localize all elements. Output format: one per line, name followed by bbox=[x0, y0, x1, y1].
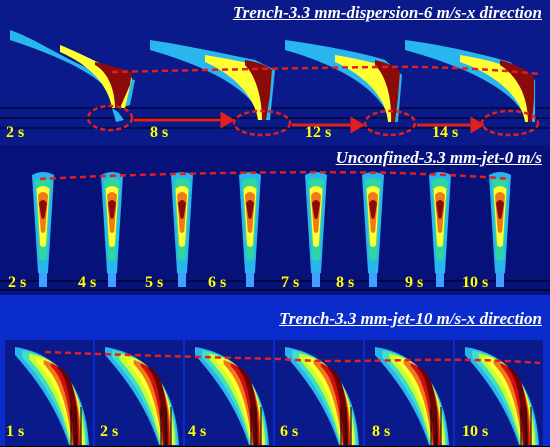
time-label: 2 s bbox=[8, 274, 27, 291]
time-label: 14 s bbox=[432, 124, 459, 141]
time-label: 6 s bbox=[280, 423, 299, 440]
plume-14s bbox=[405, 40, 535, 122]
plume-8s bbox=[150, 40, 275, 120]
panel-1-plumes bbox=[0, 30, 550, 137]
time-label: 7 s bbox=[281, 274, 300, 291]
region-ellipse-2 bbox=[232, 109, 292, 137]
contour-plume bbox=[95, 340, 183, 446]
time-label: 8 s bbox=[150, 124, 169, 141]
front-dashed-line bbox=[39, 171, 511, 181]
time-label: 4 s bbox=[188, 423, 207, 440]
jet-plume bbox=[489, 172, 511, 287]
contour-plume bbox=[365, 340, 453, 446]
jet-plume bbox=[429, 172, 451, 287]
time-label: 8 s bbox=[372, 423, 391, 440]
plume-12s bbox=[285, 40, 402, 122]
contour-plume bbox=[455, 340, 543, 446]
time-label: 2 s bbox=[6, 124, 25, 141]
time-label: 1 s bbox=[6, 423, 25, 440]
jet-plume bbox=[305, 172, 327, 287]
time-label: 4 s bbox=[78, 274, 97, 291]
front-dashed-line bbox=[111, 65, 541, 76]
contour-plume bbox=[5, 340, 93, 446]
time-label: 10 s bbox=[462, 274, 489, 291]
panel-3-title: Trench-3.3 mm-jet-10 m/s-x direction bbox=[279, 309, 542, 328]
panel-2-plumes bbox=[0, 171, 550, 291]
time-label: 10 s bbox=[462, 423, 489, 440]
jet-plume bbox=[239, 172, 261, 287]
front-dashed-line bbox=[44, 350, 541, 365]
region-ellipse-4 bbox=[480, 109, 540, 137]
plume-2s bbox=[10, 30, 135, 122]
panel-1-title: Trench-3.3 mm-dispersion-6 m/s-x directi… bbox=[232, 3, 542, 22]
jet-plume bbox=[362, 172, 384, 287]
time-label: 12 s bbox=[305, 124, 332, 141]
time-label: 2 s bbox=[100, 423, 119, 440]
panel-unconfined-jet: Unconfined-3.3 mm-jet-0 m/s 2 s 4 s 5 s … bbox=[0, 145, 550, 296]
jet-plume bbox=[171, 172, 193, 287]
time-label: 6 s bbox=[208, 274, 227, 291]
time-label: 5 s bbox=[145, 274, 164, 291]
progression-arrows bbox=[134, 111, 485, 134]
time-label: 8 s bbox=[336, 274, 355, 291]
region-ellipse-3 bbox=[363, 109, 417, 137]
panel-3-plumes bbox=[5, 340, 543, 446]
time-label: 9 s bbox=[405, 274, 424, 291]
panel-trench-jet: Trench-3.3 mm-jet-10 m/s-x direction 1 s… bbox=[0, 295, 550, 447]
contour-plume bbox=[275, 340, 363, 446]
region-ellipse-1 bbox=[86, 104, 134, 132]
jet-plume bbox=[32, 172, 54, 287]
panel-2-title: Unconfined-3.3 mm-jet-0 m/s bbox=[335, 148, 542, 167]
jet-plume bbox=[101, 172, 123, 287]
panel-trench-dispersion: Trench-3.3 mm-dispersion-6 m/s-x directi… bbox=[0, 0, 550, 146]
